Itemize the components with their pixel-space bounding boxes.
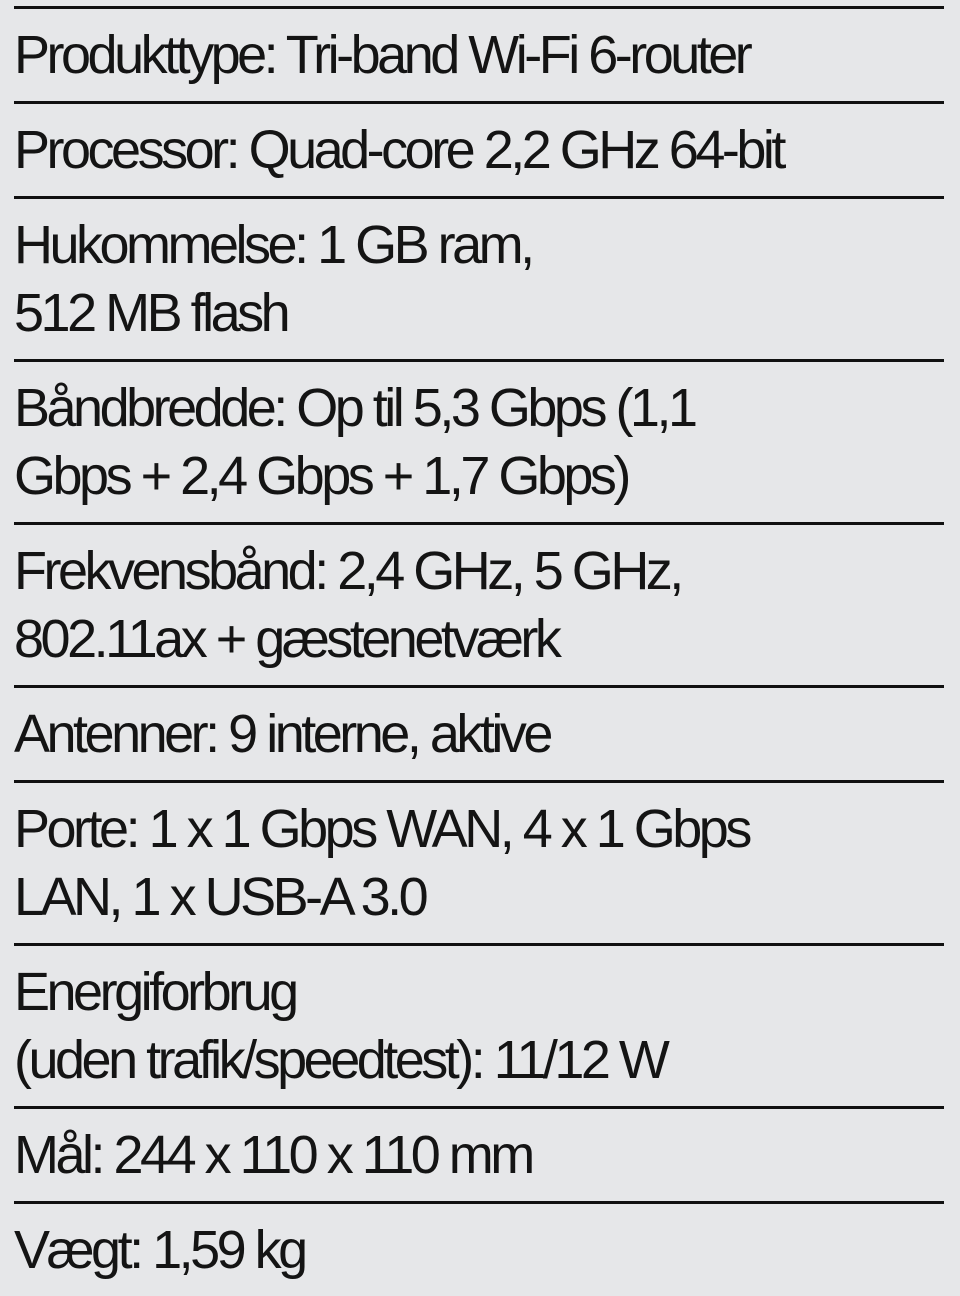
- spec-row: Antenner: 9 interne, aktive: [14, 688, 944, 780]
- spec-text: 802.11ax + gæstenetværk: [14, 609, 562, 669]
- divider: [14, 359, 944, 362]
- spec-text: Porte: 1 x 1 Gbps WAN, 4 x 1 Gbps: [14, 799, 752, 859]
- spec-row: Mål: 244 x 110 x 110 mm: [14, 1109, 944, 1201]
- spec-text: Båndbredde: Op til 5,3 Gbps (1,1: [14, 378, 698, 438]
- spec-text: Produkttype: Tri-band Wi-Fi 6-router: [14, 25, 753, 85]
- spec-row: Produkttype: Tri-band Wi-Fi 6-router: [14, 9, 944, 101]
- divider: [14, 522, 944, 525]
- spec-text: 512 MB flash: [14, 283, 291, 343]
- spec-text: Processor: Quad-core 2,2 GHz 64-bit: [14, 120, 786, 180]
- spec-row: Hukommelse: 1 GB ram, 512 MB flash: [14, 199, 944, 359]
- divider: [14, 780, 944, 783]
- spec-row: Energiforbrug (uden trafik/speedtest): 11…: [14, 946, 944, 1106]
- spec-row: Frekvensbånd: 2,4 GHz, 5 GHz, 802.11ax + …: [14, 525, 944, 685]
- spec-text: LAN, 1 x USB-A 3.0: [14, 867, 429, 927]
- divider: [14, 1106, 944, 1109]
- spec-text: Hukommelse: 1 GB ram,: [14, 215, 535, 275]
- spec-text: Gbps + 2,4 Gbps + 1,7 Gbps): [14, 446, 631, 506]
- spec-text: Energiforbrug: [14, 962, 299, 1022]
- spec-text: Mål: 244 x 110 x 110 mm: [14, 1125, 535, 1185]
- spec-table: Produkttype: Tri-band Wi-Fi 6-router Proc…: [14, 6, 944, 1296]
- spec-row: Porte: 1 x 1 Gbps WAN, 4 x 1 Gbps LAN, 1 …: [14, 783, 944, 943]
- spec-row: Vægt: 1,59 kg: [14, 1204, 944, 1296]
- spec-text: (uden trafik/speedtest): 11/12 W: [14, 1030, 670, 1090]
- divider: [14, 685, 944, 688]
- spec-text: Vægt: 1,59 kg: [14, 1220, 308, 1280]
- divider: [14, 196, 944, 199]
- spec-row: Processor: Quad-core 2,2 GHz 64-bit: [14, 104, 944, 196]
- spec-text: Frekvensbånd: 2,4 GHz, 5 GHz,: [14, 541, 684, 601]
- spec-row: Båndbredde: Op til 5,3 Gbps (1,1 Gbps + 2…: [14, 362, 944, 522]
- divider: [14, 943, 944, 946]
- divider: [14, 101, 944, 104]
- divider: [14, 1201, 944, 1204]
- spec-text: Antenner: 9 interne, aktive: [14, 704, 553, 764]
- divider: [14, 6, 944, 9]
